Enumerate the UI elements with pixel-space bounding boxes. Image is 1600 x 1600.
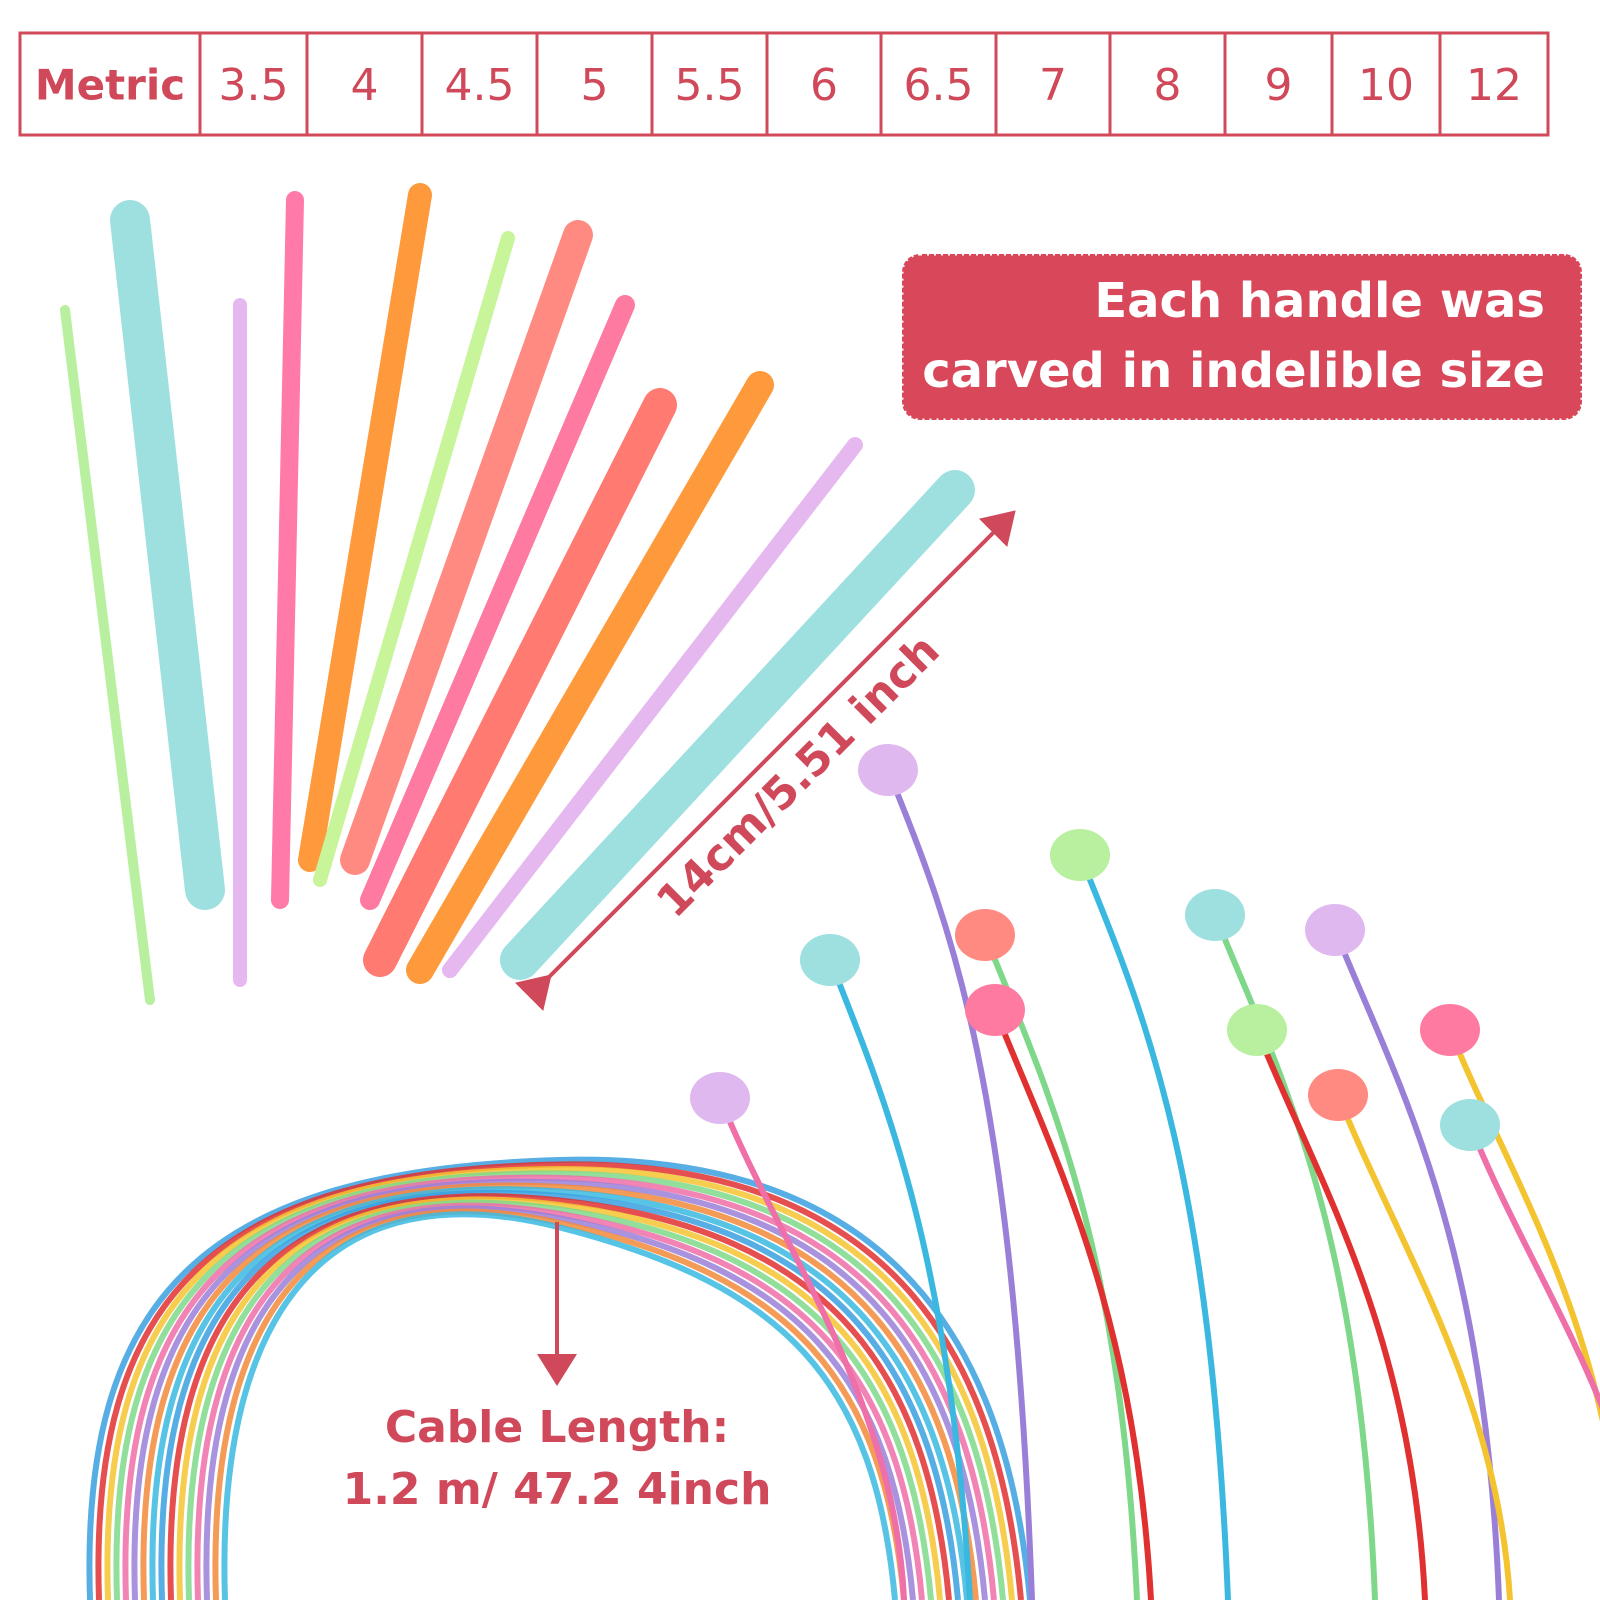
table-cell: 4.5: [445, 60, 515, 111]
hook-handle: [360, 295, 635, 910]
cable-end: [1254, 1028, 1428, 1600]
table-cell: 6: [810, 60, 838, 111]
stopper-bead: [1185, 889, 1245, 941]
table-cell: 10: [1358, 60, 1414, 111]
cable-end: [717, 1096, 907, 1600]
stopper-bead: [1227, 1004, 1287, 1056]
banner-line: Each handle was: [1094, 273, 1545, 329]
stopper-bead: [800, 934, 860, 986]
hook-handle: [60, 305, 155, 1005]
cable: [194, 1202, 925, 1600]
cable-end: [1447, 1028, 1600, 1422]
banner-line: carved in indelible size: [922, 343, 1545, 399]
cable-end: [992, 1008, 1154, 1600]
cable: [176, 1196, 943, 1600]
cable: [221, 1211, 898, 1600]
table-cell: 8: [1154, 60, 1182, 111]
table-cell: 7: [1039, 60, 1067, 111]
cable-end: [1467, 1123, 1600, 1410]
table-cell: 4: [351, 60, 379, 111]
hook-handle: [298, 183, 432, 872]
size-table: Metric 3.5 4 4.5 5 5.5 6 6.5 7 8 9 10 12: [35, 33, 1522, 135]
stopper-bead: [1440, 1099, 1500, 1151]
cable-end: [1212, 913, 1378, 1600]
banner-box: [900, 252, 1584, 422]
cable: [149, 1186, 970, 1600]
table-cell: 6.5: [904, 60, 974, 111]
table-cell: 12: [1466, 60, 1522, 111]
cable: [131, 1178, 988, 1600]
cable: [104, 1165, 1015, 1600]
table-cell: 3.5: [219, 60, 289, 111]
cable: [212, 1208, 907, 1600]
cable-end: [827, 958, 973, 1600]
table-cell: 9: [1265, 60, 1293, 111]
cable: [122, 1174, 997, 1600]
stopper-bead: [1305, 904, 1365, 956]
hook-handle: [313, 231, 515, 887]
stopper-bead: [1308, 1069, 1368, 1121]
stopper-bead: [858, 744, 918, 796]
table-header: Metric: [35, 61, 185, 110]
size-table-frame: [18, 31, 1550, 137]
stopper-bead: [1050, 829, 1110, 881]
hook-handle: [271, 191, 304, 909]
cable-end: [1077, 853, 1231, 1600]
cable: [140, 1182, 979, 1600]
cable: [113, 1170, 1006, 1600]
cable: [86, 1156, 1033, 1600]
length-arrow: [514, 510, 1016, 1012]
cable-label: 1.2 m/ 47.2 4inch: [343, 1464, 772, 1515]
stopper-bead: [955, 909, 1015, 961]
stopper-bead: [1420, 1004, 1480, 1056]
stopper-bead: [690, 1072, 750, 1124]
cable: [95, 1161, 1024, 1600]
cable: [167, 1193, 952, 1600]
cable-label: Cable Length:: [385, 1402, 729, 1453]
hook-handle: [110, 200, 225, 910]
table-cell: 5: [581, 60, 609, 111]
stopper-bead: [965, 984, 1025, 1036]
table-cell: 5.5: [675, 60, 745, 111]
cable: [158, 1189, 961, 1600]
hook-handle: [340, 220, 593, 875]
cable: [185, 1199, 934, 1600]
cable-end: [1335, 1093, 1513, 1600]
